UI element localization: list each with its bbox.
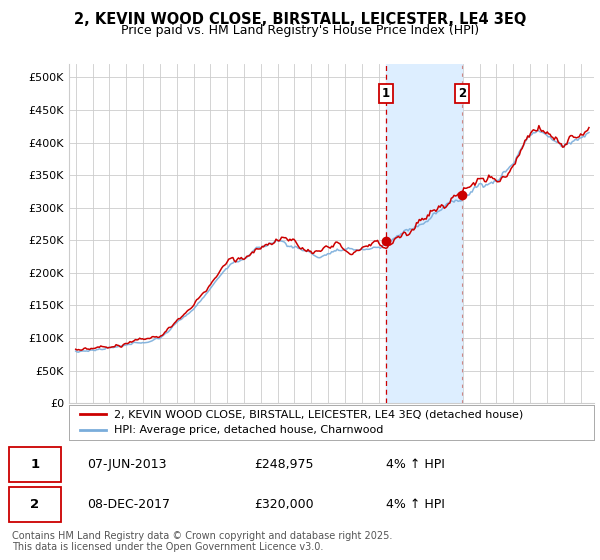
Text: 1: 1 [382,87,390,100]
Text: 1: 1 [31,458,40,471]
Text: Contains HM Land Registry data © Crown copyright and database right 2025.
This d: Contains HM Land Registry data © Crown c… [12,531,392,553]
Text: 4% ↑ HPI: 4% ↑ HPI [386,498,445,511]
FancyBboxPatch shape [9,447,61,482]
Text: 2: 2 [458,87,466,100]
Text: Price paid vs. HM Land Registry's House Price Index (HPI): Price paid vs. HM Land Registry's House … [121,24,479,36]
Text: 2, KEVIN WOOD CLOSE, BIRSTALL, LEICESTER, LE4 3EQ (detached house): 2, KEVIN WOOD CLOSE, BIRSTALL, LEICESTER… [113,409,523,419]
Text: 4% ↑ HPI: 4% ↑ HPI [386,458,445,471]
Text: £320,000: £320,000 [254,498,314,511]
Bar [386,64,462,403]
FancyBboxPatch shape [9,487,61,522]
Text: £248,975: £248,975 [254,458,313,471]
Text: 07-JUN-2013: 07-JUN-2013 [87,458,166,471]
Text: 2, KEVIN WOOD CLOSE, BIRSTALL, LEICESTER, LE4 3EQ: 2, KEVIN WOOD CLOSE, BIRSTALL, LEICESTER… [74,12,526,27]
Text: 08-DEC-2017: 08-DEC-2017 [87,498,170,511]
Text: 2: 2 [31,498,40,511]
Text: HPI: Average price, detached house, Charnwood: HPI: Average price, detached house, Char… [113,425,383,435]
